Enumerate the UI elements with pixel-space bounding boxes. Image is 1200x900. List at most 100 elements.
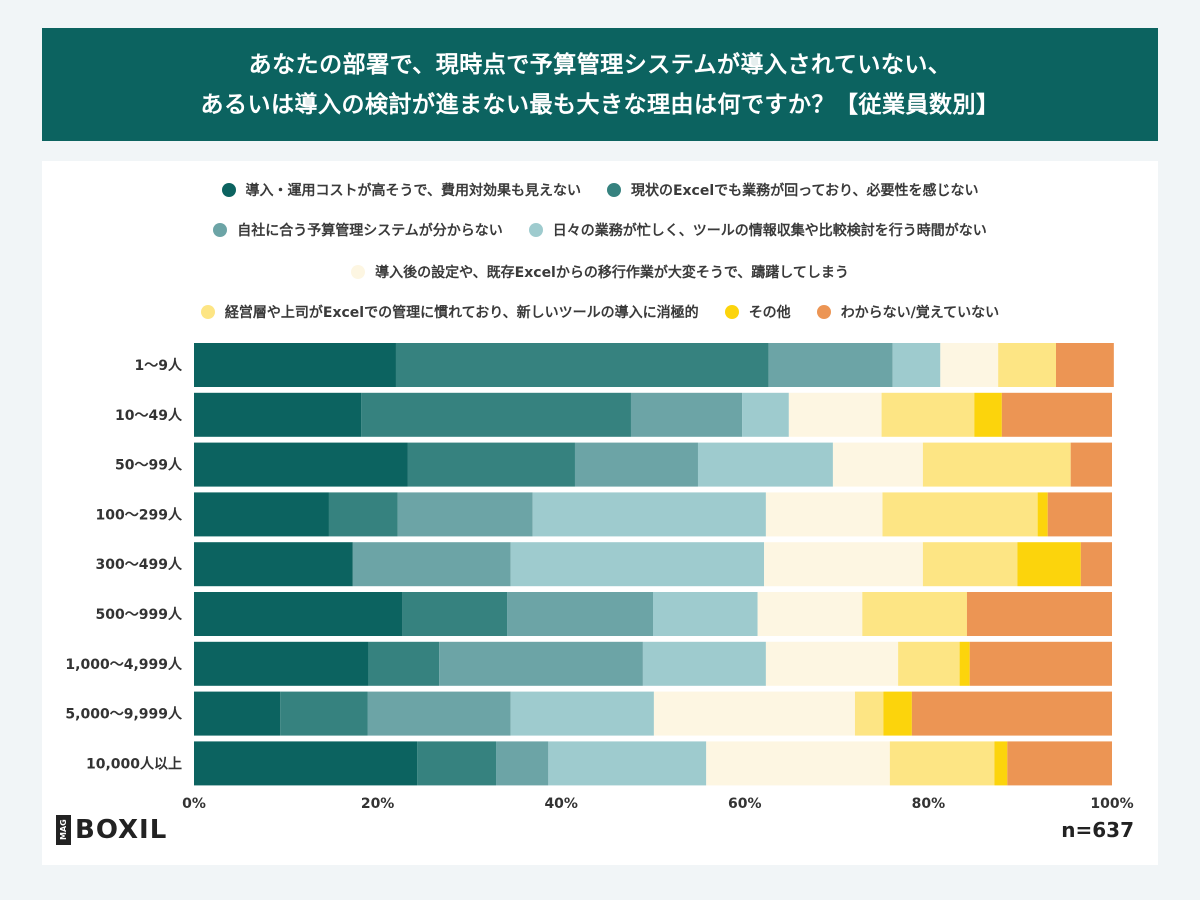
logo-text: BOXIL — [75, 815, 168, 845]
bar-segment — [998, 343, 1057, 387]
bar-segment — [630, 392, 743, 437]
bar-segment — [510, 691, 654, 736]
bar-segment — [402, 592, 508, 636]
bar-segment — [1007, 741, 1112, 786]
bar-segment — [881, 392, 975, 437]
legend-item: 現状のExcelでも業務が回っており、必要性を感じない — [606, 180, 978, 200]
title-line-2: あるいは導入の検討が進まない最も大きな理由は何ですか？【従業員数別】 — [200, 91, 1000, 118]
boxil-logo: MAG BOXIL — [56, 815, 167, 845]
bar-segment — [966, 592, 1112, 636]
bar-segment — [765, 492, 883, 537]
legend-row: 自社に合う予算管理システムが分からない 日々の業務が忙しく、ツールの情報収集や比較… — [0, 220, 1200, 240]
bar-segment — [940, 343, 999, 387]
legend-item: 経営層や上司がExcelでの管理に慣れており、新しいツールの導入に消極的 — [200, 302, 699, 322]
bar-segment — [507, 592, 653, 636]
legend-row: 経営層や上司がExcelでの管理に慣れており、新しいツールの導入に消極的 その他 わ… — [0, 302, 1200, 322]
legend-row: 導入後の設定や、既存Excelからの移行作業が大変そうで、躊躇してしまう — [0, 262, 1200, 282]
bar-segment — [496, 741, 549, 786]
bar-segment — [395, 343, 769, 387]
bar-segment — [765, 641, 899, 686]
category-label: 10,000人以上 — [86, 755, 182, 772]
legend-label: 経営層や上司がExcelでの管理に慣れており、新しいツールの導入に消極的 — [224, 305, 699, 321]
bar-segment — [742, 392, 789, 437]
bar-segment — [194, 392, 362, 437]
bar-segment — [757, 592, 863, 636]
legend-swatch — [528, 223, 543, 237]
bar-segment — [653, 691, 855, 736]
legend-swatch — [200, 305, 215, 319]
bar-segment — [1017, 542, 1081, 587]
bar-segment — [194, 641, 369, 686]
legend-label: その他 — [748, 305, 791, 321]
bar-segment — [510, 542, 765, 587]
legend-item: 導入後の設定や、既存Excelからの移行作業が大変そうで、躊躇してしまう — [351, 262, 849, 282]
bar-segment — [532, 492, 766, 537]
category-label: 500〜999人 — [96, 606, 183, 623]
bar-segment — [1001, 392, 1112, 437]
bar-segment — [397, 492, 533, 537]
bar-segment — [417, 741, 497, 786]
bar-segment — [832, 442, 923, 487]
bar-segment — [352, 542, 511, 587]
x-tick-label: 80% — [912, 796, 946, 812]
legend-swatch — [221, 183, 236, 197]
bar-segment — [768, 343, 893, 387]
bar-segment — [898, 641, 960, 686]
legend-swatch — [351, 265, 366, 279]
bar-segment — [959, 641, 970, 686]
legend-swatch — [606, 183, 621, 197]
x-tick-label: 20% — [361, 796, 395, 812]
bar-segment — [889, 741, 995, 786]
bar-segment — [194, 343, 396, 387]
x-tick-label: 40% — [544, 796, 578, 812]
bar-segment — [328, 492, 398, 537]
bar-segment — [194, 442, 408, 487]
x-tick-label: 100% — [1090, 796, 1133, 812]
bar-segment — [367, 691, 511, 736]
bar-segment — [407, 442, 575, 487]
chart-title: あなたの部署で、現時点で予算管理システムが導入されていない、 あるいは導入の検討… — [42, 28, 1158, 141]
bar-segment — [882, 492, 1038, 537]
bar-segment — [854, 691, 884, 736]
bar-segment — [883, 691, 912, 736]
bar-segment — [548, 741, 707, 786]
bar-segment — [764, 542, 923, 587]
bar-segment — [361, 392, 631, 437]
category-label: 5,000〜9,999人 — [65, 706, 183, 723]
bar-segment — [862, 592, 967, 636]
legend-label: わからない/覚えていない — [840, 305, 1000, 321]
legend-item: わからない/覚えていない — [816, 302, 1000, 322]
bar-segment — [1080, 542, 1112, 587]
bar-segment — [194, 592, 403, 636]
bar-segment — [439, 641, 643, 686]
legend-item: その他 — [724, 302, 791, 322]
bar-segment — [969, 641, 1112, 686]
bar-segment — [911, 691, 1112, 736]
bar-segment — [1047, 492, 1112, 537]
legend-item: 日々の業務が忙しく、ツールの情報収集や比較検討を行う時間がない — [528, 220, 987, 240]
legend-item: 自社に合う予算管理システムが分からない — [213, 220, 503, 240]
bar-segment — [922, 442, 1071, 487]
legend-label: 日々の業務が忙しく、ツールの情報収集や比較検討を行う時間がない — [552, 223, 987, 239]
bar-segment — [974, 392, 1002, 437]
bar-segment — [194, 691, 281, 736]
bar-segment — [706, 741, 890, 786]
bar-segment — [788, 392, 882, 437]
bar-segment — [653, 592, 758, 636]
title-line-1: あなたの部署で、現時点で予算管理システムが導入されていない、 — [248, 51, 952, 78]
legend-row: 導入・運用コストが高そうで、費用対効果も見えない 現状のExcelでも業務が回って… — [0, 180, 1200, 200]
category-label: 10〜49人 — [115, 407, 183, 424]
bar-segment — [280, 691, 368, 736]
bar-segment — [574, 442, 698, 487]
bar-segment — [1070, 442, 1112, 487]
bar-segment — [922, 542, 1018, 587]
legend-swatch — [213, 223, 228, 237]
bar-segment — [194, 542, 353, 587]
legend-swatch — [816, 305, 831, 319]
category-label: 1,000〜4,999人 — [65, 656, 183, 673]
category-label: 1〜9人 — [135, 357, 183, 374]
bar-segment — [697, 442, 833, 487]
category-label: 50〜99人 — [115, 457, 183, 474]
category-label: 100〜299人 — [96, 506, 183, 523]
